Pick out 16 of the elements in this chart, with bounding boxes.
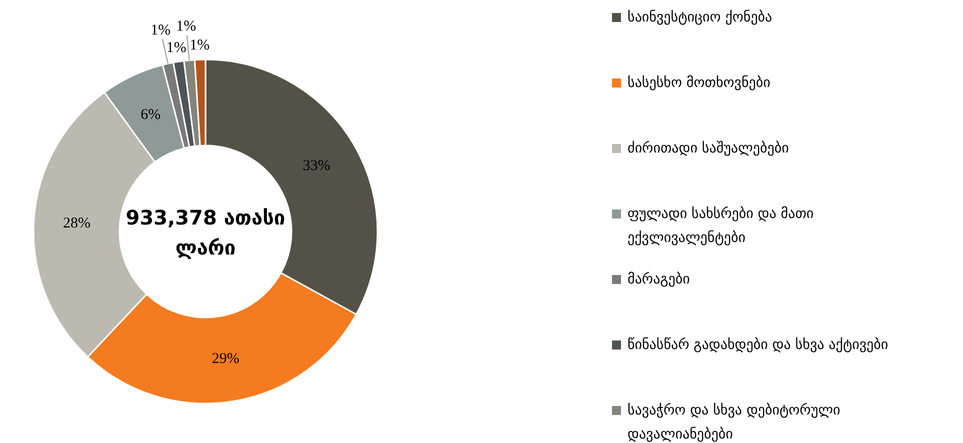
text: 933,378 ათასი ლარი	[126, 206, 286, 260]
legend-label: სავაჭრო და სხვა დებიტორული დავალიანებები	[628, 402, 840, 442]
legend-label: მარაგები	[628, 272, 690, 288]
data-label: 1%	[190, 38, 210, 54]
data-label: 1%	[150, 22, 171, 38]
data-label: 33%	[302, 158, 330, 174]
legend-label: სასესხო მოთხოვნები	[628, 75, 770, 91]
data-label: 1%	[176, 18, 196, 34]
data-label: 1%	[166, 40, 186, 56]
legend-label: ძირითადი საშუალებები	[628, 140, 789, 156]
data-label: 29%	[212, 350, 240, 367]
legend-label: ფულადი სახსრები და მათი ექვლივალენტები	[628, 206, 814, 246]
legend-label: წინასწარ გადახდები და სხვა აქტივები	[628, 337, 888, 353]
data-label: 28%	[63, 215, 91, 232]
legend-label: საინვესტიციო ქონება	[628, 10, 772, 26]
data-label: 6%	[140, 106, 161, 123]
